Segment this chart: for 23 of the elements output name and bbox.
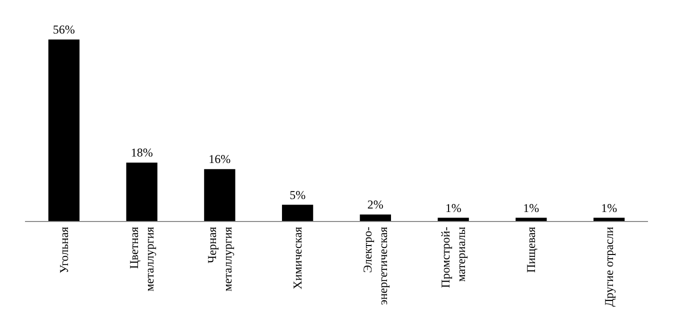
bar [593, 218, 625, 221]
x-tick-label: Электро- энергетическая [360, 226, 390, 305]
bar [48, 40, 80, 221]
data-label: 2% [367, 198, 384, 212]
bar [126, 162, 158, 221]
bar [282, 204, 314, 221]
bar [516, 218, 547, 221]
bar [438, 218, 469, 221]
data-label: 16% [208, 152, 231, 166]
x-tick-label: Промстрой- материалы [438, 226, 468, 288]
x-tick-label: Цветная металлургия [126, 226, 157, 292]
x-tick-label: Другие отрасли [602, 226, 616, 307]
data-label: 18% [130, 146, 153, 160]
x-tick-label: Химическая [290, 226, 304, 290]
x-tick-label: Угольная [56, 226, 71, 274]
data-label: 5% [290, 188, 306, 202]
data-label: 1% [523, 200, 540, 215]
data-label: 1% [601, 200, 618, 215]
data-label: 56% [52, 22, 75, 37]
x-tick-label: Пищевая [524, 226, 538, 273]
bar [360, 214, 392, 221]
data-label: 1% [445, 200, 462, 215]
bar [204, 169, 236, 221]
